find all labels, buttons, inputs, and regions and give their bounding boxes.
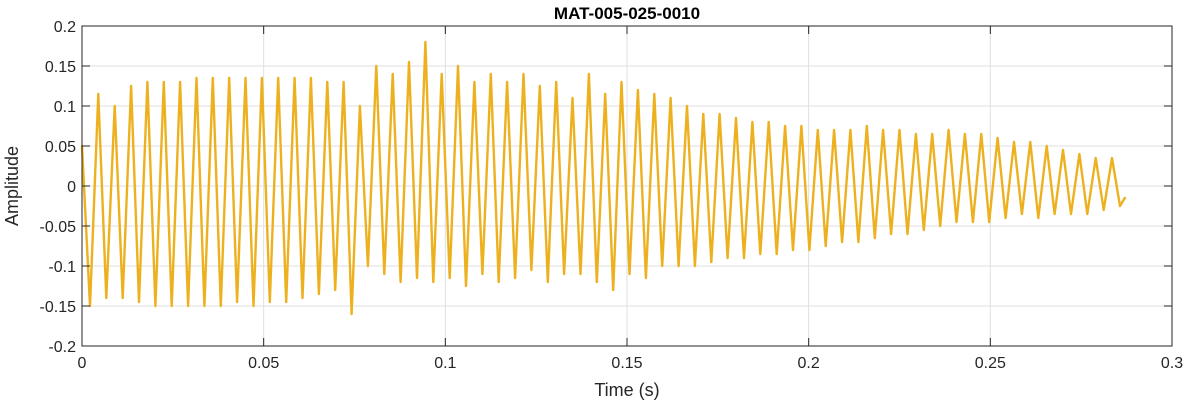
x-tick-label: 0.25 xyxy=(975,355,1006,372)
y-tick-label: 0.1 xyxy=(54,99,76,116)
series-layer xyxy=(80,40,1127,316)
x-tick-label: 0.2 xyxy=(798,355,820,372)
x-tick-label: 0 xyxy=(78,355,87,372)
y-axis-label: Amplitude xyxy=(2,146,22,226)
x-tick-label: 0.15 xyxy=(611,355,642,372)
y-tick-label: -0.15 xyxy=(40,299,77,316)
y-tick-label: 0.15 xyxy=(45,59,76,76)
y-tick-label: -0.05 xyxy=(40,219,77,236)
chart-title: MAT-005-025-0010 xyxy=(554,4,700,23)
x-tick-label: 0.3 xyxy=(1161,355,1183,372)
x-axis-label: Time (s) xyxy=(594,380,659,400)
x-tick-label: 0.05 xyxy=(248,355,279,372)
y-axis: -0.2 -0.15 -0.1 -0.05 0 0.05 0.1 0.15 0.2 xyxy=(40,19,1172,356)
y-tick-label: 0.05 xyxy=(45,139,76,156)
y-tick-label: 0.2 xyxy=(54,19,76,36)
x-tick-label: 0.1 xyxy=(434,355,456,372)
series-line-1 xyxy=(80,40,1127,316)
x-axis: 0 0.05 0.1 0.15 0.2 0.25 0.3 xyxy=(78,26,1183,372)
y-tick-label: -0.2 xyxy=(48,339,76,356)
y-tick-label: -0.1 xyxy=(48,259,76,276)
y-tick-label: 0 xyxy=(67,179,76,196)
